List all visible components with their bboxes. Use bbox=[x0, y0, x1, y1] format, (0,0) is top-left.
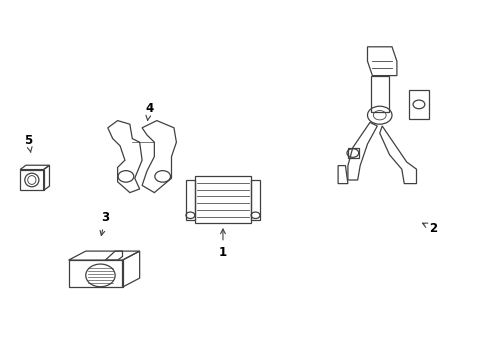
Bar bbox=[371, 76, 389, 112]
Text: 2: 2 bbox=[422, 222, 438, 235]
Text: 3: 3 bbox=[100, 211, 109, 235]
Bar bbox=[69, 260, 122, 287]
Bar bbox=[186, 180, 195, 220]
Text: 5: 5 bbox=[24, 134, 32, 153]
Text: 1: 1 bbox=[219, 229, 227, 258]
Bar bbox=[195, 176, 251, 223]
Bar bbox=[251, 180, 260, 220]
Bar bbox=[20, 170, 44, 190]
Text: 4: 4 bbox=[146, 102, 153, 121]
Bar bbox=[348, 148, 359, 158]
